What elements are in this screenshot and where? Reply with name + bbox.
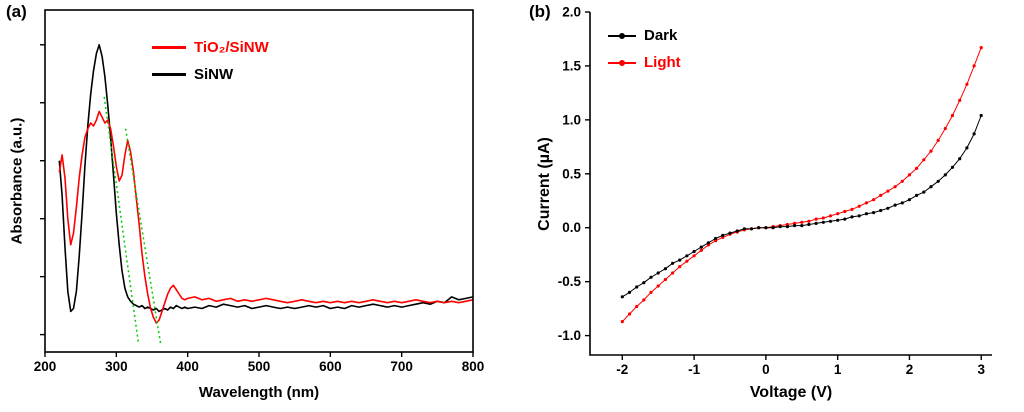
svg-text:1.5: 1.5: [562, 58, 581, 73]
legend-line-dark: [608, 32, 636, 39]
legend-item-light: Light: [608, 49, 681, 76]
iv-curve-plot: -2 -1 0 1 2 3 -1.0 -0.5 0.0 0.5 1.0 1.5 2.0: [558, 5, 992, 377]
svg-text:2.0: 2.0: [562, 5, 581, 20]
legend-label-sinw: SiNW: [194, 66, 234, 83]
svg-text:0.5: 0.5: [562, 166, 581, 181]
svg-text:-2: -2: [616, 362, 628, 377]
svg-text:-1: -1: [688, 362, 700, 377]
legend-line-light: [608, 59, 636, 66]
panel-a-label: (a): [6, 2, 27, 21]
absorbance-spectrum-plot: 200 300 400 500 600 700 800: [34, 9, 485, 374]
panel-b-y-axis-title: Current (µA): [536, 137, 553, 231]
panel-b-x-axis-title: Voltage (V): [749, 384, 833, 401]
panel-a: (a) 200 300 400 500 600 700 800 Wavelength (nm…: [0, 0, 505, 412]
svg-text:1.0: 1.0: [562, 112, 581, 127]
panel-b-label: (b): [529, 2, 551, 21]
legend-item-sinw: SiNW: [152, 61, 269, 88]
legend-item-tio2-sinw: TiO₂/SiNW: [152, 34, 269, 61]
svg-text:800: 800: [462, 359, 485, 374]
svg-text:400: 400: [176, 359, 199, 374]
legend-line-sinw: [152, 73, 186, 76]
svg-text:0.0: 0.0: [562, 220, 581, 235]
panel-b: (b) -2 -1 0 1 2 3 -1.0 -0.5 0.0 0.5 1.0 1.5 2.0 Volt…: [505, 0, 1024, 412]
legend-label-light: Light: [644, 54, 681, 71]
legend-item-dark: Dark: [608, 22, 681, 49]
svg-text:-1.0: -1.0: [558, 328, 581, 343]
svg-text:2: 2: [906, 362, 914, 377]
legend-label-tio2-sinw: TiO₂/SiNW: [194, 39, 269, 56]
legend-line-tio2-sinw: [152, 46, 186, 49]
svg-text:1: 1: [834, 362, 842, 377]
svg-text:200: 200: [34, 359, 57, 374]
legend-marker-dot-light: [619, 59, 625, 66]
panel-b-legend: Dark Light: [608, 22, 681, 76]
panel-a-legend: TiO₂/SiNW SiNW: [152, 34, 269, 88]
svg-text:700: 700: [390, 359, 413, 374]
panel-a-x-axis-title: Wavelength (nm): [198, 384, 320, 401]
svg-text:-0.5: -0.5: [558, 274, 582, 289]
legend-label-dark: Dark: [644, 27, 678, 44]
svg-text:0: 0: [762, 362, 770, 377]
svg-text:600: 600: [319, 359, 342, 374]
svg-text:500: 500: [248, 359, 271, 374]
legend-marker-dot-dark: [619, 32, 625, 39]
panel-a-y-axis-title: Absorbance (a.u.): [8, 117, 26, 245]
svg-text:300: 300: [105, 359, 128, 374]
svg-text:3: 3: [977, 362, 985, 377]
